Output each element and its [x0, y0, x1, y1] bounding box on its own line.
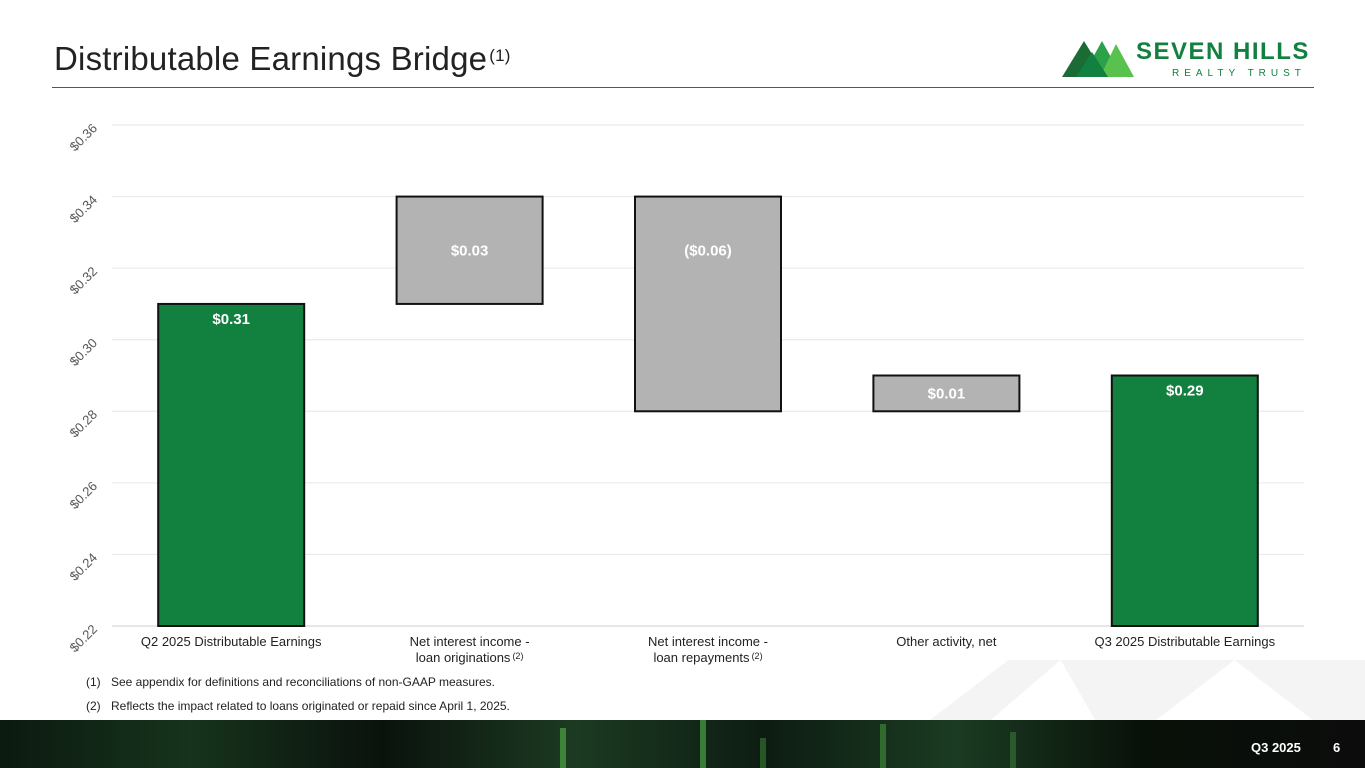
y-tick-label: $0.24	[67, 550, 101, 584]
footer-band	[0, 720, 1365, 768]
footnote-1-number: (1)	[86, 675, 101, 689]
footer-decor-streak	[760, 738, 766, 768]
footnote-1-text: See appendix for definitions and reconci…	[111, 675, 496, 689]
title-divider	[52, 87, 1314, 88]
x-tick-label: Q2 2025 Distributable Earnings	[141, 634, 322, 649]
x-tick-label: Net interest income -	[648, 634, 768, 649]
bar-5	[1110, 374, 1259, 627]
mountains-logo-icon	[1062, 41, 1134, 77]
data-label: $0.01	[928, 385, 966, 402]
logo-name: SEVEN HILLS	[1136, 38, 1310, 65]
data-label: $0.03	[451, 242, 489, 259]
footer-decor-streak	[700, 720, 706, 768]
x-tick-label: Other activity, net	[896, 634, 997, 649]
bar-3	[634, 195, 782, 413]
x-tick-label: Q3 2025 Distributable Earnings	[1094, 634, 1275, 649]
y-tick-label: $0.32	[67, 264, 101, 298]
y-tick-label: $0.36	[67, 121, 101, 155]
waterfall-chart: $0.22 $0.24 $0.26 $0.28 $0.30 $0.32 $0.34 $0.36…	[67, 121, 1304, 665]
bar-4	[872, 374, 1021, 413]
data-label: $0.31	[212, 311, 250, 328]
y-tick-label: $0.26	[67, 478, 101, 512]
footer-decor-streak	[880, 724, 886, 768]
x-tick-footnote-marker: (2)	[752, 651, 763, 661]
bar-2	[395, 195, 544, 305]
footnote-1: (1) See appendix for definitions and reco…	[86, 675, 495, 689]
footer-decor-streak	[1010, 732, 1016, 768]
data-label: ($0.06)	[684, 243, 732, 260]
company-logo: SEVEN HILLS REALTY TRUST	[1062, 36, 1318, 82]
footer-decor-streak	[560, 728, 566, 768]
title-footnote-marker: (1)	[489, 46, 511, 65]
page-title-text: Distributable Earnings Bridge	[54, 40, 488, 77]
x-tick-label: Net interest income -	[410, 634, 530, 649]
page-number: 6	[1333, 740, 1341, 755]
logo-subtitle: REALTY TRUST	[1172, 68, 1306, 79]
page-title: Distributable Earnings Bridge (1)	[54, 40, 511, 78]
footnote-2-text: Reflects the impact related to loans ori…	[111, 699, 510, 713]
y-tick-label: $0.22	[67, 622, 101, 656]
x-tick-footnote-marker: (2)	[512, 651, 523, 661]
y-tick-label: $0.30	[67, 335, 101, 369]
y-tick-label: $0.28	[67, 407, 101, 441]
bar-1	[157, 302, 306, 627]
footnote-2: (2) Reflects the impact related to loans …	[86, 699, 510, 713]
x-tick-label: loan originations (2)	[416, 650, 524, 665]
y-tick-label: $0.34	[67, 192, 101, 226]
footnote-2-number: (2)	[86, 699, 101, 713]
data-label: $0.29	[1166, 383, 1204, 400]
footer-period: Q3 2025	[1251, 740, 1301, 755]
x-tick-label: loan repayments (2)	[653, 650, 762, 665]
